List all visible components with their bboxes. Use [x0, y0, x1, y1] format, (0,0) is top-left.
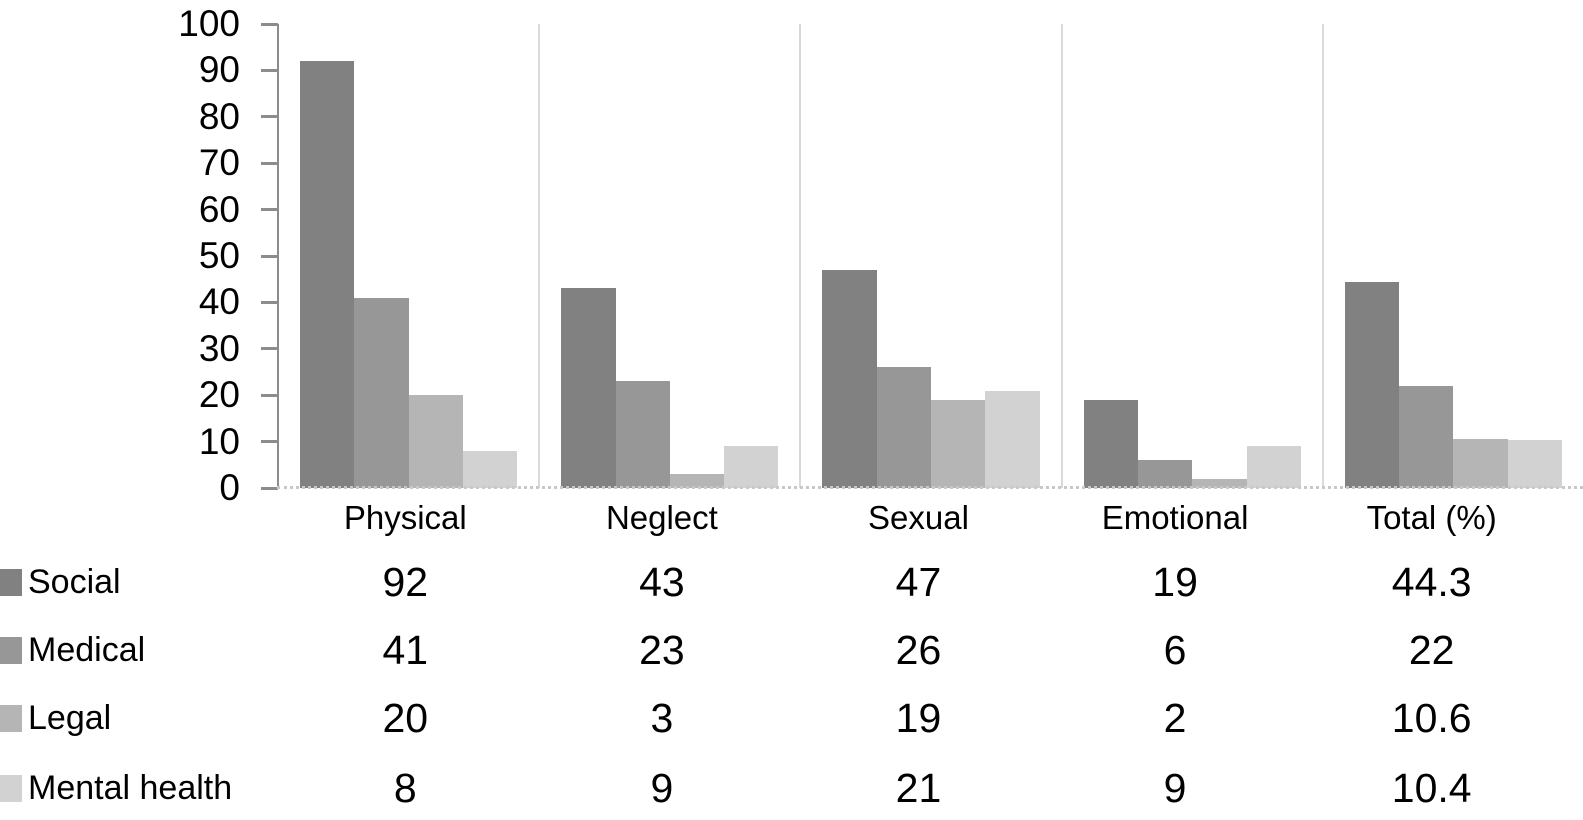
category-panel-total	[1321, 24, 1583, 488]
legend-label: Social	[28, 562, 121, 601]
category-panel-physical	[279, 24, 538, 488]
legend-label: Medical	[28, 630, 146, 669]
table-value: 43	[639, 559, 685, 605]
bar-medical	[615, 381, 670, 488]
legend-swatch	[0, 774, 22, 802]
plot-area	[277, 24, 1583, 488]
y-tick-label: 0	[219, 467, 240, 508]
category-panel-sexual	[799, 24, 1060, 488]
bar-legal	[669, 474, 725, 488]
bar-social	[300, 61, 355, 488]
bar-medical	[876, 367, 931, 488]
bar-social	[822, 269, 877, 488]
table-row-mental-health: 8 9 21 9 10.4	[277, 764, 1560, 812]
table-value: 21	[895, 765, 942, 811]
y-tick-mark	[261, 69, 278, 72]
table-value: 9	[1163, 765, 1187, 811]
y-tick-mark	[261, 440, 278, 443]
bar-mental-health	[1246, 446, 1301, 488]
bar-social	[1344, 282, 1400, 488]
bar-mental-health	[985, 390, 1040, 488]
y-tick-label: 60	[198, 188, 240, 230]
y-tick-mark	[261, 23, 278, 26]
legend-swatch	[0, 704, 22, 732]
bar-legal	[408, 395, 463, 488]
bar-mental-health	[462, 450, 518, 488]
table-value: 2	[1163, 695, 1187, 741]
table-value: 6	[1163, 627, 1187, 673]
bar-medical	[1137, 460, 1193, 488]
category-label: Emotional	[1101, 499, 1249, 536]
category-panel-emotional	[1060, 24, 1322, 488]
y-tick-label: 80	[198, 95, 240, 137]
table-value: 19	[895, 695, 942, 741]
table-value: 3	[650, 695, 674, 741]
x-axis-category-labels: Physical Neglect Sexual Emotional Total (%)	[277, 494, 1560, 542]
bar-mental-health	[724, 446, 779, 488]
table-value: 44.3	[1391, 559, 1472, 605]
y-tick-label: 100	[178, 3, 240, 44]
table-value: 9	[650, 765, 674, 811]
y-tick-mark	[261, 394, 278, 397]
legend-label: Legal	[28, 698, 112, 737]
category-label: Neglect	[605, 499, 718, 536]
category-label: Physical	[343, 499, 467, 536]
y-tick-label: 30	[198, 327, 240, 369]
bar-medical	[354, 297, 409, 488]
legend-item-medical: Medical	[0, 626, 145, 674]
table-value: 19	[1152, 559, 1198, 605]
table-value: 23	[639, 627, 685, 673]
bar-legal	[1453, 438, 1508, 488]
table-value: 92	[382, 559, 429, 605]
legend-swatch	[0, 568, 22, 596]
table-value: 26	[895, 627, 942, 673]
bar-legal	[1192, 478, 1247, 488]
table-value: 20	[382, 695, 429, 741]
table-value: 47	[895, 559, 942, 605]
table-row-medical: 41 23 26 6 22	[277, 626, 1560, 674]
y-tick-mark	[261, 347, 278, 350]
legend-item-legal: Legal	[0, 694, 111, 742]
y-tick-label: 20	[198, 374, 240, 416]
table-value: 41	[382, 627, 429, 673]
bar-medical	[1399, 385, 1454, 488]
table-value: 22	[1408, 627, 1455, 673]
y-tick-label: 70	[198, 142, 240, 184]
y-tick-label: 10	[198, 420, 240, 462]
bar-social	[561, 288, 616, 488]
legend-item-mental-health: Mental health	[0, 764, 232, 812]
y-tick-mark	[261, 115, 278, 118]
x-axis-dotted-baseline	[277, 486, 1583, 489]
legend-item-social: Social	[0, 558, 121, 606]
y-tick-mark	[261, 162, 278, 165]
y-tick-mark	[261, 301, 278, 304]
table-value: 10.4	[1391, 765, 1472, 811]
bar-social	[1083, 399, 1138, 488]
y-tick-label: 50	[198, 235, 240, 276]
legend-swatch	[0, 636, 22, 664]
bar-legal	[931, 399, 986, 488]
table-value: 10.6	[1391, 695, 1472, 741]
legend-label: Mental health	[28, 768, 233, 807]
y-tick-label: 90	[198, 49, 240, 91]
category-label: Total (%)	[1366, 499, 1497, 536]
y-tick-mark	[261, 255, 278, 258]
category-panel-neglect	[538, 24, 799, 488]
y-tick-mark	[261, 487, 278, 490]
table-row-social: 92 43 47 19 44.3	[277, 558, 1560, 606]
table-value: 8	[393, 765, 417, 811]
table-row-legal: 20 3 19 2 10.6	[277, 694, 1560, 742]
y-tick-label: 40	[198, 281, 240, 323]
bar-mental-health	[1507, 439, 1562, 488]
category-label: Sexual	[868, 499, 969, 536]
y-tick-mark	[261, 208, 278, 211]
